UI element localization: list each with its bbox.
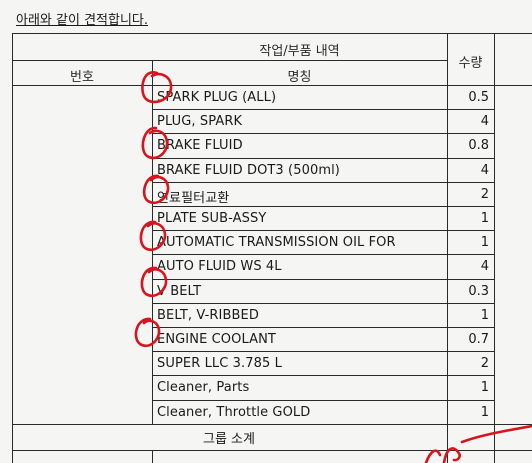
item-quantity: 0.8 bbox=[468, 138, 489, 154]
row-divider bbox=[152, 109, 494, 110]
item-quantity: 1 bbox=[480, 380, 489, 396]
item-quantity: 4 bbox=[480, 259, 489, 275]
row-divider bbox=[152, 182, 494, 183]
table-top-border bbox=[12, 33, 532, 34]
document-title: 아래와 같이 견적합니다. bbox=[16, 13, 148, 28]
item-quantity: 1 bbox=[480, 404, 489, 420]
name-column-left-border bbox=[152, 60, 153, 424]
subtotal-bottom-border bbox=[12, 450, 532, 451]
row-divider bbox=[152, 375, 494, 376]
row-divider bbox=[152, 400, 494, 401]
quantity-column-right-border bbox=[494, 33, 495, 463]
item-name: PLATE SUB-ASSY bbox=[157, 211, 267, 226]
item-quantity: 0.5 bbox=[468, 90, 489, 105]
subtotal-top-border bbox=[12, 424, 532, 425]
item-name: AUTO FLUID WS 4L bbox=[157, 259, 282, 275]
column-header-name: 명칭 bbox=[287, 70, 312, 85]
item-quantity: 1 bbox=[480, 211, 489, 226]
item-quantity: 0.7 bbox=[468, 332, 489, 347]
item-quantity: 4 bbox=[480, 114, 489, 130]
item-quantity: 2 bbox=[480, 356, 489, 372]
item-name: Cleaner, Throttle GOLD bbox=[157, 404, 311, 420]
item-name: SPARK PLUG (ALL) bbox=[157, 90, 277, 105]
row-divider bbox=[152, 303, 494, 304]
row-divider bbox=[152, 230, 494, 231]
column-header-number: 번호 bbox=[70, 70, 94, 85]
table-left-border bbox=[12, 33, 13, 463]
item-name: BRAKE FLUID bbox=[157, 138, 243, 154]
row-divider bbox=[152, 206, 494, 207]
item-name: PLUG, SPARK bbox=[157, 114, 243, 130]
row-divider bbox=[152, 133, 494, 134]
item-name: BRAKE FLUID DOT3 (500ml) bbox=[157, 162, 340, 178]
item-name: AUTOMATIC TRANSMISSION OIL FOR bbox=[157, 235, 396, 251]
item-quantity: 1 bbox=[480, 235, 489, 251]
group-header-divider bbox=[12, 60, 447, 61]
row-divider bbox=[152, 351, 494, 352]
header-bottom-border bbox=[12, 85, 532, 86]
item-name: 연료필터교환 bbox=[157, 190, 230, 206]
row-divider bbox=[152, 327, 494, 328]
row-divider bbox=[152, 158, 494, 159]
group-header: 작업/부품 내역 bbox=[259, 44, 340, 59]
row-divider bbox=[152, 279, 494, 280]
group-subtotal-label: 그룹 소계 bbox=[203, 432, 255, 447]
row-divider bbox=[152, 254, 494, 255]
item-name: V BELT bbox=[157, 283, 202, 299]
item-name: BELT, V-RIBBED bbox=[157, 307, 259, 323]
item-name: ENGINE COOLANT bbox=[157, 332, 276, 347]
quantity-column-left-border bbox=[447, 33, 448, 463]
item-quantity: 4 bbox=[480, 162, 489, 178]
item-quantity: 0.3 bbox=[468, 283, 489, 299]
item-name: SUPER LLC 3.785 L bbox=[157, 356, 282, 372]
item-quantity: 2 bbox=[480, 186, 489, 202]
item-quantity: 1 bbox=[480, 307, 489, 323]
item-name: Cleaner, Parts bbox=[157, 380, 250, 396]
name-column-left-border-lower bbox=[152, 450, 153, 463]
column-header-quantity: 수량 bbox=[458, 56, 483, 71]
